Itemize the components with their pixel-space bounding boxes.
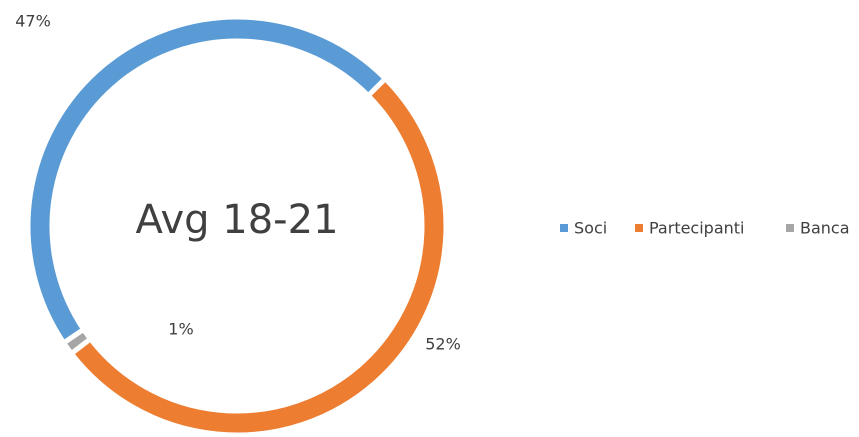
legend-label: Partecipanti xyxy=(649,219,745,238)
legend-label: Soci xyxy=(574,219,607,238)
legend-marker xyxy=(635,224,643,232)
data-label: 1% xyxy=(168,320,193,339)
legend-label: Banca xyxy=(800,219,850,238)
donut-segment xyxy=(67,75,449,437)
data-label: 52% xyxy=(425,335,461,354)
donut-segment xyxy=(25,14,389,347)
chart-title: Avg 18-21 xyxy=(135,197,338,243)
donut-segment xyxy=(60,325,94,358)
legend-marker xyxy=(786,224,794,232)
data-label: 47% xyxy=(15,12,51,31)
legend-marker xyxy=(560,224,568,232)
